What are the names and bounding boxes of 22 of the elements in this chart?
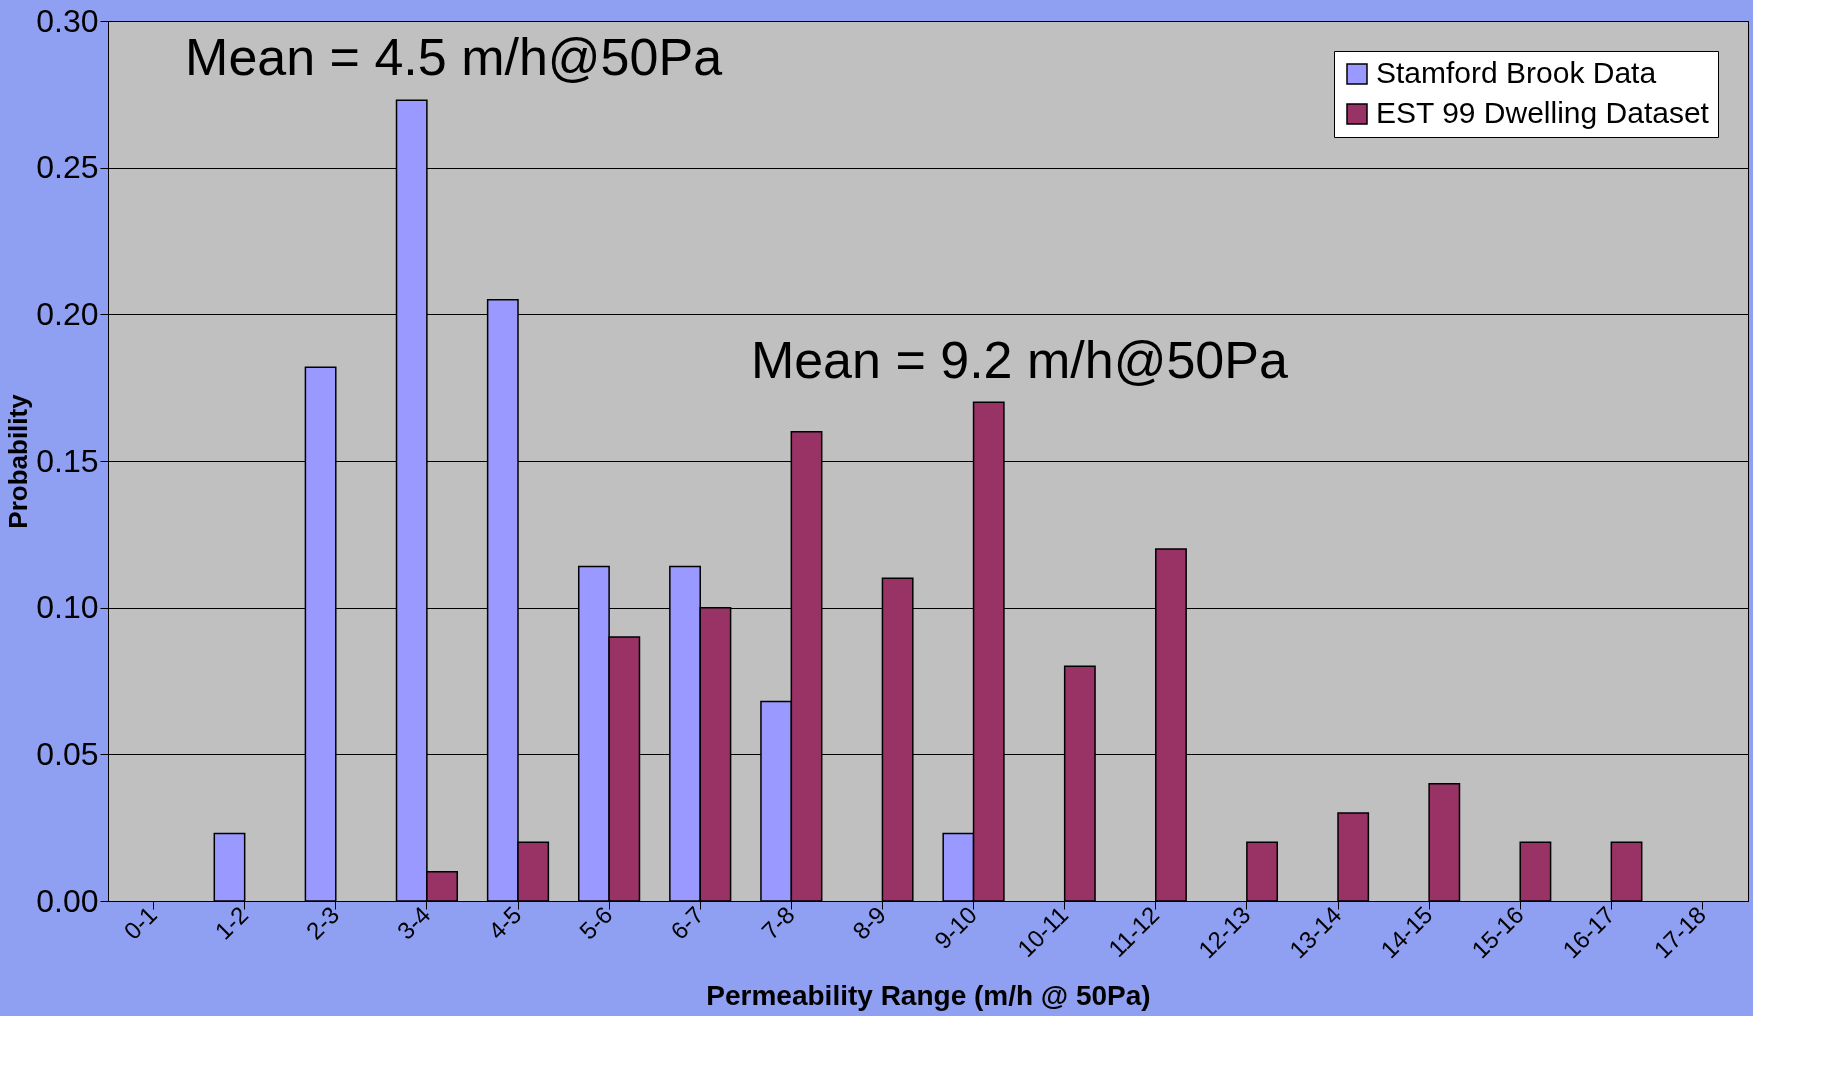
x-tick-label: 6-7 <box>665 900 709 945</box>
y-tick-label: 0.10 <box>36 589 99 626</box>
y-tick-label: 0.25 <box>36 149 99 186</box>
annotation: Mean = 9.2 m/h@50Pa <box>750 330 1288 389</box>
y-tick-label: 0.15 <box>36 442 99 479</box>
legend-label: EST 99 Dwelling Dataset <box>1376 96 1710 129</box>
x-tick-label: 5-6 <box>573 900 618 945</box>
y-tick-label: 0.30 <box>36 2 99 39</box>
y-tick-label: 0.00 <box>36 882 99 919</box>
legend-label: Stamford Brook Data <box>1376 56 1657 89</box>
x-tick-label: 3-4 <box>391 900 436 945</box>
x-tick-label: 4-5 <box>482 900 527 945</box>
annotation: Mean = 4.5 m/h@50Pa <box>185 27 723 86</box>
x-tick-label: 2-3 <box>300 900 345 945</box>
x-tick-label: 7-8 <box>756 900 800 945</box>
y-tick-label: 0.05 <box>36 735 99 772</box>
x-axis-title: Permeability Range (m/h @ 50Pa) <box>706 980 1151 1012</box>
x-tick-label: 0-1 <box>118 900 163 945</box>
y-tick-label: 0.20 <box>36 295 99 332</box>
y-axis-title: Probability <box>3 393 34 529</box>
x-tick-label: 1-2 <box>209 900 254 945</box>
x-tick-label: 8-9 <box>847 900 891 945</box>
